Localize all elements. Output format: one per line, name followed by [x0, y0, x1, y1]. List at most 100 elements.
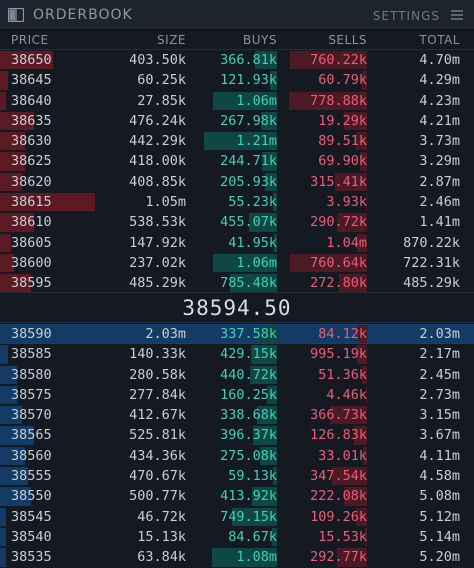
bid-depth-bar	[0, 507, 6, 526]
bid-total: 3.15m	[419, 407, 460, 424]
ask-row[interactable]: 38640 27.85k 1.06m 778.88k 4.23m	[0, 91, 474, 111]
bid-size: 500.77k	[129, 488, 186, 505]
ask-total: 3.29m	[419, 153, 460, 170]
bid-row[interactable]: 38560 434.36k 275.08k 33.01k 4.11m	[0, 446, 474, 466]
col-price[interactable]: PRICE	[11, 33, 49, 47]
bid-row[interactable]: 38565 525.81k 396.37k 126.83k 3.67m	[0, 425, 474, 445]
buys-volume-bar	[253, 426, 277, 445]
bid-row[interactable]: 38535 63.84k 1.08m 292.77k 5.20m	[0, 547, 474, 567]
ask-row[interactable]: 38625 418.00k 244.71k 69.90k 3.29m	[0, 151, 474, 171]
panel-header: ORDERBOOK SETTINGS	[0, 0, 474, 30]
bid-buys: 84.67k	[228, 528, 277, 545]
menu-icon[interactable]	[450, 8, 464, 22]
ask-size: 485.29k	[129, 275, 186, 292]
ask-row[interactable]: 38630 442.29k 1.21m 89.51k 3.73m	[0, 131, 474, 151]
col-size[interactable]: SIZE	[157, 33, 186, 47]
bid-sells: 109.26k	[310, 508, 367, 525]
col-buys[interactable]: BUYS	[243, 33, 277, 47]
ask-depth-bar	[0, 233, 11, 252]
ask-row[interactable]: 38645 60.25k 121.93k 60.79k 4.29m	[0, 70, 474, 90]
ask-total: 2.46m	[419, 194, 460, 211]
ask-sells: 760.64k	[310, 254, 367, 271]
bid-buys: 396.37k	[220, 427, 277, 444]
bid-buys: 59.13k	[228, 468, 277, 485]
bid-row[interactable]: 38580 280.58k 440.72k 51.36k 2.45m	[0, 365, 474, 385]
ask-depth-bar	[0, 274, 31, 293]
ask-sells: 69.90k	[318, 153, 367, 170]
buys-volume-bar	[261, 111, 277, 131]
buys-volume-bar	[250, 365, 277, 384]
settings-button[interactable]: SETTINGS	[372, 9, 440, 23]
bid-total: 2.45m	[419, 366, 460, 383]
bid-row[interactable]: 38590 2.03m 337.58k 84.12k 2.03m	[0, 324, 474, 345]
bid-row[interactable]: 38540 15.13k 84.67k 15.53k 5.14m	[0, 527, 474, 547]
ask-row[interactable]: 38650 403.50k 366.81k 760.22k 4.70m	[0, 50, 474, 70]
ask-row[interactable]: 38615 1.05m 55.23k 3.93k 2.46m	[0, 192, 474, 212]
bid-row[interactable]: 38570 412.67k 338.68k 366.73k 3.15m	[0, 405, 474, 425]
bid-size: 63.84k	[137, 549, 186, 566]
bid-size: 412.67k	[129, 407, 186, 424]
bid-row[interactable]: 38575 277.84k 160.25k 4.46k 2.73m	[0, 385, 474, 405]
ask-buys: 41.95k	[228, 234, 277, 251]
bid-row[interactable]: 38585 140.33k 429.15k 995.19k 2.17m	[0, 344, 474, 364]
bid-depth-bar	[0, 365, 17, 384]
buys-volume-bar	[274, 233, 277, 252]
bid-price: 38570	[11, 407, 52, 424]
bid-buys: 413.92k	[220, 488, 277, 505]
ask-price: 38615	[11, 194, 52, 211]
ask-row[interactable]: 38610 538.53k 455.07k 290.72k 1.41m	[0, 212, 474, 232]
ask-buys: 244.71k	[220, 153, 277, 170]
buys-volume-bar	[251, 345, 277, 364]
buys-volume-bar	[213, 253, 277, 273]
ask-price: 38595	[11, 275, 52, 292]
sells-volume-bar	[290, 51, 367, 70]
panel-title: ORDERBOOK	[33, 7, 133, 23]
ask-sells: 315.41k	[310, 173, 367, 190]
bid-buys: 275.08k	[220, 447, 277, 464]
sells-volume-bar	[357, 233, 367, 252]
buys-volume-bar	[273, 193, 277, 212]
ask-row[interactable]: 38635 476.24k 267.98k 19.29k 4.21m	[0, 111, 474, 131]
ask-sells: 60.79k	[318, 72, 367, 89]
ask-depth-bar	[0, 253, 14, 273]
sells-volume-bar	[354, 426, 367, 445]
bid-price: 38545	[11, 508, 52, 525]
ask-size: 27.85k	[137, 92, 186, 109]
bid-total: 2.17m	[419, 346, 460, 363]
bid-sells: 347.54k	[310, 468, 367, 485]
bid-size: 140.33k	[129, 346, 186, 363]
bid-sells: 15.53k	[318, 528, 367, 545]
ask-row[interactable]: 38600 237.02k 1.06m 760.64k 722.31k	[0, 253, 474, 273]
ask-row[interactable]: 38595 485.29k 785.48k 272.80k 485.29k	[0, 273, 474, 293]
bid-buys: 440.72k	[220, 366, 277, 383]
bid-depth-bar	[0, 426, 34, 445]
ask-size: 418.00k	[129, 153, 186, 170]
sells-volume-bar	[360, 152, 367, 171]
bid-sells: 126.83k	[310, 427, 367, 444]
bid-row[interactable]: 38555 470.67k 59.13k 347.54k 4.58m	[0, 466, 474, 486]
bid-sells: 222.08k	[310, 488, 367, 505]
bid-depth-bar	[0, 527, 6, 547]
ask-total: 870.22k	[403, 234, 460, 251]
bid-buys: 160.25k	[220, 386, 277, 403]
ask-buys: 121.93k	[220, 72, 277, 89]
sells-volume-bar	[335, 172, 367, 192]
bid-size: 2.03m	[145, 326, 186, 342]
ask-row[interactable]: 38605 147.92k 41.95k 1.04m 870.22k	[0, 233, 474, 253]
sells-volume-bar	[366, 193, 367, 212]
ask-buys: 366.81k	[220, 52, 277, 68]
ask-sells: 272.80k	[310, 275, 367, 292]
col-sells[interactable]: SELLS	[328, 33, 367, 47]
ask-buys: 1.06m	[236, 254, 277, 271]
ask-sells: 1.04m	[326, 234, 367, 251]
bid-depth-bar	[0, 467, 28, 486]
bid-row[interactable]: 38550 500.77k 413.92k 222.08k 5.08m	[0, 486, 474, 506]
ask-buys: 205.93k	[220, 173, 277, 190]
sells-volume-bar	[289, 91, 367, 110]
ask-price: 38620	[11, 173, 52, 190]
ask-row[interactable]: 38620 408.85k 205.93k 315.41k 2.87m	[0, 172, 474, 192]
bid-total: 3.67m	[419, 427, 460, 444]
bid-row[interactable]: 38545 46.72k 749.15k 109.26k 5.12m	[0, 507, 474, 527]
col-total[interactable]: TOTAL	[419, 33, 460, 47]
